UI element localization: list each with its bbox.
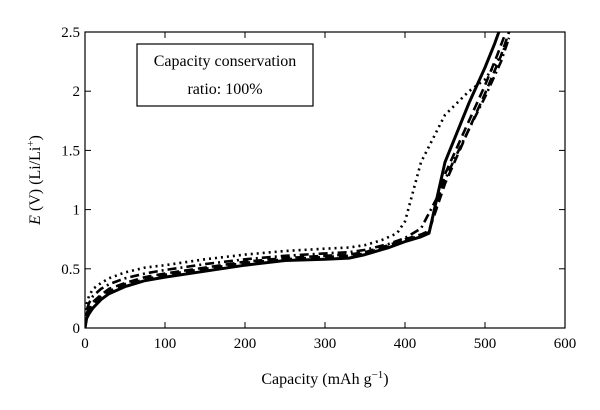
y-axis-title-close: ) [27, 135, 44, 140]
y-tick-label: 2.5 [61, 25, 80, 41]
series-line-5 [85, 37, 511, 328]
x-tick-label: 300 [314, 336, 337, 352]
y-axis-title-italic: E [27, 215, 44, 226]
annotation-line-2: ratio: 100% [187, 81, 262, 98]
x-tick-label: 400 [394, 336, 417, 352]
x-axis: 0 100 200 300 400 500 600 [81, 32, 576, 352]
y-axis-title-main: (V) (Li/Li [27, 146, 44, 215]
y-axis: 0 0.5 1 1.5 2 2.5 [61, 25, 565, 337]
y-tick-label: 2 [73, 84, 81, 100]
y-tick-label: 0.5 [61, 262, 80, 278]
x-axis-title-sup: −1 [372, 369, 384, 381]
y-axis-title: E (V) (Li/Li+) [25, 135, 44, 226]
x-axis-title-close: ) [383, 371, 388, 388]
x-tick-label: 0 [81, 336, 89, 352]
y-tick-label: 0 [73, 321, 81, 337]
annotation-line-1: Capacity conservation [154, 53, 297, 70]
y-axis-title-sup: + [25, 140, 37, 146]
x-tick-label: 600 [554, 336, 577, 352]
series-layer [85, 32, 511, 328]
x-tick-label: 500 [474, 336, 497, 352]
series-line-1 [85, 32, 501, 328]
annotation-box: Capacity conservation ratio: 100% [136, 43, 314, 107]
y-tick-label: 1 [73, 203, 81, 219]
series-line-3 [85, 32, 511, 328]
x-tick-label: 100 [154, 336, 177, 352]
x-tick-label: 200 [234, 336, 257, 352]
x-axis-title-main: Capacity (mAh g [261, 371, 371, 388]
x-axis-title: Capacity (mAh g−1) [261, 369, 388, 388]
y-tick-label: 1.5 [61, 143, 80, 159]
series-line-4 [85, 37, 511, 328]
